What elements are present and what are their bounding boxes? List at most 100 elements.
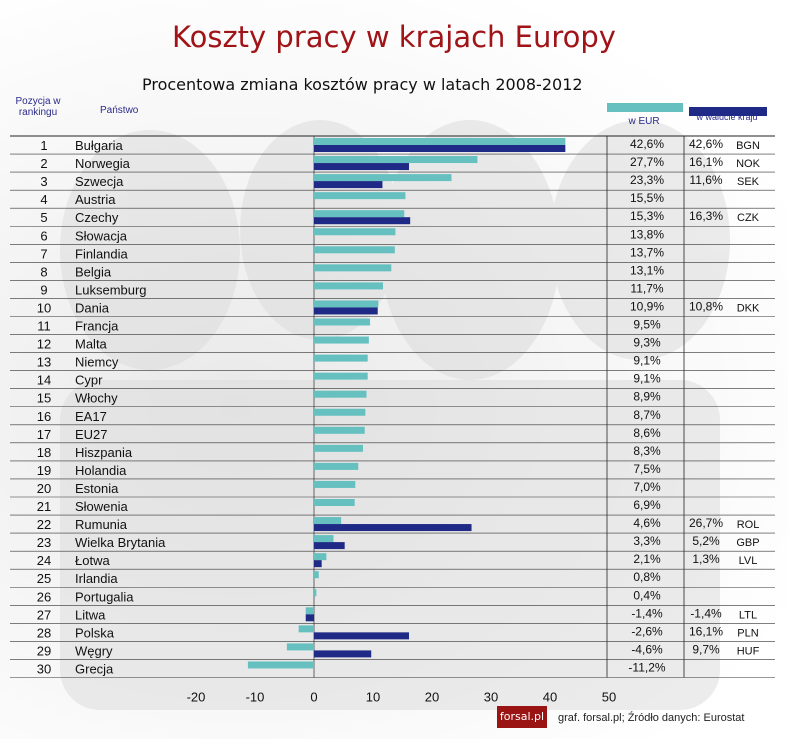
rank-label: 20 <box>37 481 51 496</box>
rank-label: 30 <box>37 661 51 676</box>
local-value-label: 5,2% <box>692 534 720 548</box>
legend-swatch-eur <box>607 103 683 112</box>
country-label: Litwa <box>75 607 106 622</box>
x-tick-label: 10 <box>366 690 380 705</box>
rank-label: 17 <box>37 427 51 442</box>
eur-value-label: 27,7% <box>630 155 664 169</box>
country-label: Norwegia <box>75 156 131 171</box>
eur-value-label: -11,2% <box>628 660 665 674</box>
bar-local-currency <box>314 542 345 550</box>
country-label: Włochy <box>75 391 118 406</box>
rank-label: 12 <box>37 337 51 352</box>
rank-label: 16 <box>37 409 51 424</box>
bar-local-currency <box>314 307 378 315</box>
rank-label: 1 <box>40 138 47 153</box>
bar-eur <box>314 156 478 164</box>
currency-code: LVL <box>739 555 758 567</box>
bar-eur <box>298 625 314 633</box>
eur-value-label: 9,3% <box>633 336 661 350</box>
bar-eur <box>314 192 406 200</box>
currency-code: DKK <box>737 302 760 314</box>
eur-value-label: 0,4% <box>633 588 661 602</box>
local-value-label: 1,3% <box>692 552 720 566</box>
local-value-label: -1,4% <box>690 606 722 620</box>
rank-label: 26 <box>37 589 51 604</box>
legend-label-local: w walucie kraju <box>696 112 758 122</box>
bar-local-currency <box>314 217 411 225</box>
eur-value-label: 8,9% <box>633 390 661 404</box>
bar-eur <box>314 354 368 362</box>
source-note: graf. forsal.pl; Źródło danych: Eurostat <box>558 712 745 724</box>
eur-value-label: -1,4% <box>631 606 663 620</box>
bar-eur <box>314 246 395 254</box>
rank-label: 14 <box>37 373 51 388</box>
country-label: Szwecja <box>75 174 124 189</box>
bar-eur <box>314 228 396 236</box>
bar-eur <box>314 517 342 525</box>
bar-eur <box>314 264 392 272</box>
bar-eur <box>314 372 368 380</box>
bar-eur <box>314 499 355 506</box>
country-label: Estonia <box>75 481 119 496</box>
eur-value-label: -4,6% <box>631 642 663 656</box>
bar-local-currency <box>314 163 409 171</box>
rank-label: 11 <box>37 319 51 334</box>
country-label: Rumunia <box>75 517 128 532</box>
eur-value-label: 42,6% <box>630 137 664 151</box>
local-value-label: 42,6% <box>689 137 723 151</box>
x-tick-label: 30 <box>484 690 498 705</box>
bar-eur <box>305 607 314 615</box>
country-label: Wielka Brytania <box>75 535 166 550</box>
legend-label-eur: w EUR <box>628 116 660 127</box>
bar-eur <box>314 210 405 218</box>
x-tick-label: -10 <box>246 690 265 705</box>
local-value-label: 16,1% <box>689 624 723 638</box>
country-label: Finlandia <box>75 246 129 261</box>
rank-label: 15 <box>37 391 51 406</box>
country-label: Słowacja <box>75 228 128 243</box>
rank-label: 23 <box>37 535 51 550</box>
rank-label: 8 <box>40 264 47 279</box>
bar-eur <box>314 390 367 398</box>
bar-eur <box>314 300 379 308</box>
x-tick-label: 50 <box>602 690 616 705</box>
country-label: Malta <box>75 337 108 352</box>
rank-label: 27 <box>37 607 51 622</box>
x-tick-label: 20 <box>425 690 439 705</box>
country-label: Słowenia <box>75 499 129 514</box>
eur-value-label: 6,9% <box>633 498 661 512</box>
eur-value-label: 4,6% <box>633 516 661 530</box>
bar-eur <box>314 444 363 452</box>
rank-label: 5 <box>40 210 47 225</box>
country-label: Czechy <box>75 210 119 225</box>
country-label: EU27 <box>75 427 108 442</box>
eur-value-label: 3,3% <box>633 534 661 548</box>
bar-local-currency <box>314 524 472 532</box>
rank-label: 6 <box>40 228 47 243</box>
country-label: EA17 <box>75 409 107 424</box>
country-label: Polska <box>75 625 115 640</box>
rank-label: 22 <box>37 517 51 532</box>
eur-value-label: 0,8% <box>633 570 661 584</box>
rank-label: 9 <box>40 282 47 297</box>
bar-eur <box>314 336 369 344</box>
bar-eur <box>286 643 314 651</box>
rank-label: 7 <box>40 246 47 261</box>
eur-value-label: -2,6% <box>631 624 663 638</box>
country-label: Irlandia <box>75 571 118 586</box>
eur-value-label: 10,9% <box>630 299 664 313</box>
country-label: Niemcy <box>75 355 119 370</box>
bar-eur <box>314 589 317 597</box>
country-label: Dania <box>75 300 110 315</box>
bar-local-currency <box>305 614 314 622</box>
x-tick-label: -20 <box>187 690 206 705</box>
country-label: Węgry <box>75 643 113 658</box>
country-label: Holandia <box>75 463 127 478</box>
chart-title: Koszty pracy w krajach Europy <box>172 20 616 54</box>
local-value-label: 10,8% <box>689 299 723 313</box>
eur-value-label: 2,1% <box>633 552 661 566</box>
country-label: Cypr <box>75 373 103 388</box>
country-label: Belgia <box>75 264 112 279</box>
eur-value-label: 15,5% <box>630 191 664 205</box>
